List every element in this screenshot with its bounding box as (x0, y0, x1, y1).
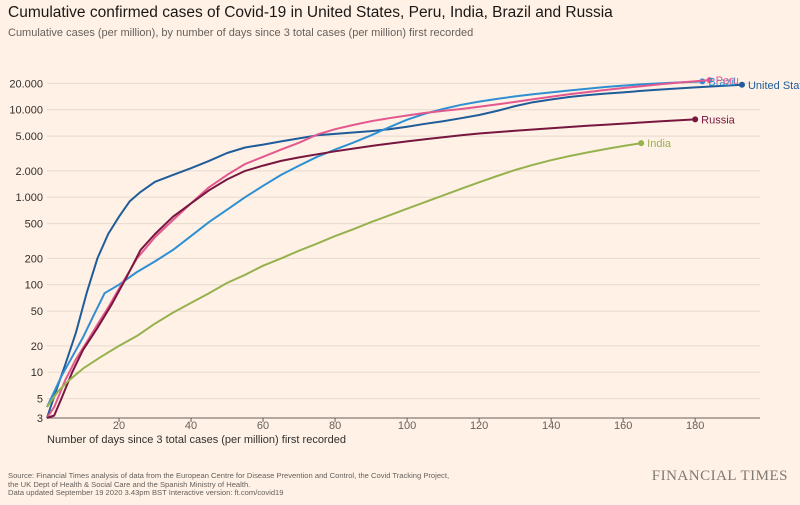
brand-logo: FINANCIAL TIMES (651, 468, 788, 484)
series-line-united-stat (46, 83, 743, 419)
series-lines (46, 77, 745, 419)
y-tick-label: 3 (37, 413, 43, 425)
source-line-2: the UK Dept of Health & Social Care and … (8, 479, 251, 489)
source-line-1: Source: Financial Times analysis of data… (8, 471, 450, 480)
series-line-peru (46, 79, 710, 419)
chart-title: Cumulative confirmed cases of Covid-19 i… (8, 4, 613, 21)
grid-lines (47, 82, 760, 419)
series-line-india (46, 142, 642, 408)
series-label: India (647, 138, 672, 150)
series-line-russia (46, 118, 696, 419)
series-label: Peru (716, 75, 739, 87)
y-tick-label: 5 (37, 394, 43, 406)
x-axis-ticks: 20 40 60 80 100 120 140 160 180 (47, 417, 760, 432)
series-end-marker (638, 140, 645, 147)
y-tick-label: 10 (31, 367, 43, 379)
x-tick-label: 80 (329, 420, 341, 432)
source-line-3: Data updated September 19 2020 3.43pm BS… (8, 488, 284, 498)
x-axis-label: Number of days since 3 total cases (per … (47, 434, 346, 446)
series-end-marker (738, 81, 745, 88)
series-end-marker (692, 116, 699, 123)
x-tick-label: 40 (185, 420, 197, 432)
y-axis-ticks: 3 5 10 20 50 100 200 500 1.000 2.000 5.000 10.000 20… (9, 78, 43, 425)
source-footer: Source: Financial Times analysis of data… (8, 471, 450, 498)
x-tick-label: 140 (542, 420, 560, 432)
x-tick-label: 180 (686, 420, 704, 432)
y-tick-label: 200 (25, 253, 43, 265)
y-tick-label: 5.000 (15, 131, 43, 143)
series-label: United Stat (748, 80, 800, 92)
x-tick-label: 60 (257, 420, 269, 432)
y-tick-label: 2.000 (15, 166, 43, 178)
chart-subtitle: Cumulative cases (per million), by numbe… (8, 27, 474, 39)
y-tick-label: 50 (31, 306, 43, 318)
x-tick-label: 20 (113, 420, 125, 432)
x-tick-label: 160 (614, 420, 632, 432)
y-tick-label: 100 (25, 280, 43, 292)
series-line-brazil (46, 80, 703, 408)
y-tick-label: 10.000 (9, 105, 43, 117)
x-tick-label: 100 (398, 420, 416, 432)
y-tick-label: 20 (31, 341, 43, 353)
series-label: Brazil (708, 76, 736, 88)
y-tick-label: 1.000 (15, 192, 43, 204)
series-end-marker (706, 77, 713, 84)
series-label: Russia (701, 114, 736, 126)
y-tick-label: 500 (25, 219, 43, 231)
y-tick-label: 20.000 (9, 78, 43, 90)
x-tick-label: 120 (470, 420, 488, 432)
